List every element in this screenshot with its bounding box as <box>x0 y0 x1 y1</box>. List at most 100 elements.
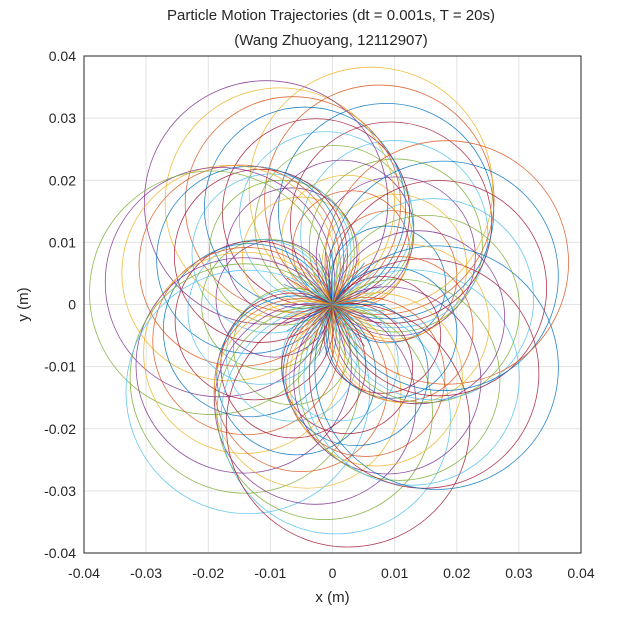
trajectory-line <box>281 303 399 422</box>
trajectory-line <box>162 243 337 418</box>
trajectory-spoke <box>332 252 340 305</box>
y-tick-label: -0.04 <box>44 545 76 561</box>
trajectory-spoke <box>332 283 382 305</box>
trajectory-line <box>324 140 569 385</box>
x-tick-label: 0 <box>329 565 337 581</box>
trajectory-spoke <box>300 262 333 305</box>
x-tick-label: 0.04 <box>567 565 594 581</box>
trajectory-spoke <box>281 304 333 319</box>
y-tick-label: -0.02 <box>44 421 76 437</box>
trajectory-line <box>314 245 559 490</box>
chart-title: Particle Motion Trajectories (dt = 0.001… <box>167 7 495 24</box>
trajectory-spoke <box>332 255 354 305</box>
y-tick-label: -0.01 <box>44 359 76 375</box>
y-tick-label: 0 <box>68 297 76 313</box>
x-tick-label: -0.03 <box>130 565 162 581</box>
trajectory-spoke <box>332 304 354 354</box>
x-axis-label: x (m) <box>315 589 349 606</box>
trajectory-line <box>156 165 345 354</box>
x-tick-labels: -0.04 -0.03 -0.02 -0.01 0 0.01 0.02 0.03 0.04 <box>68 565 595 581</box>
x-tick-label: 0.03 <box>505 565 532 581</box>
trajectory-spoke <box>283 283 333 305</box>
trajectory-line <box>208 179 355 326</box>
trajectory-spoke <box>290 304 333 337</box>
trajectory-spoke <box>290 272 333 305</box>
trajectory-spoke <box>318 304 333 356</box>
x-tick-label: 0.01 <box>381 565 408 581</box>
trajectory-spoke <box>332 304 375 337</box>
trajectory-line <box>174 240 335 401</box>
trajectory-line <box>164 87 395 318</box>
y-tick-label: -0.03 <box>44 483 76 499</box>
axes-box <box>83 55 582 554</box>
trajectory-line <box>293 286 482 475</box>
trajectory-line <box>303 269 520 486</box>
trajectory-line <box>300 140 489 329</box>
trajectory-line <box>143 80 389 325</box>
trajectory-spoke <box>332 304 384 319</box>
trajectory-spoke <box>318 253 333 305</box>
trajectory-spoke <box>332 304 385 312</box>
trajectory-spoke <box>332 304 340 357</box>
trajectory-spoke <box>332 290 384 305</box>
trajectory-line <box>129 263 360 494</box>
trajectory-line <box>143 251 346 454</box>
trajectory-spoke <box>332 304 365 347</box>
trajectory-spoke <box>305 304 333 351</box>
x-tick-label: -0.04 <box>68 565 100 581</box>
trajectory-line <box>331 230 506 405</box>
trajectory-line <box>325 266 458 399</box>
trajectory-line <box>330 180 548 397</box>
y-tick-labels: -0.04 -0.03 -0.02 -0.01 0 0.01 0.02 0.03 0.04 <box>44 48 76 561</box>
trajectory-spoke <box>311 255 333 305</box>
trajectory-spoke <box>286 277 333 305</box>
trajectory-line <box>241 196 360 315</box>
x-tick-label: 0.02 <box>443 565 470 581</box>
trajectory-spoke <box>280 304 333 312</box>
trajectory-spoke <box>280 297 333 305</box>
trajectory-spoke <box>294 266 333 305</box>
trajectory-line <box>225 289 358 422</box>
trajectory-line <box>264 84 495 315</box>
trajectory-spoke <box>311 304 333 354</box>
trajectory-spoke <box>305 258 333 305</box>
y-tick-label: 0.02 <box>49 172 76 188</box>
trajectory-line <box>138 164 341 367</box>
trajectory-spoke <box>325 252 333 305</box>
trajectory-spoke <box>286 304 333 332</box>
trajectory-line <box>315 176 476 337</box>
trajectory-spoke <box>332 304 379 332</box>
trajectory-spoke <box>332 304 347 356</box>
trajectory-spoke <box>332 304 382 326</box>
trajectory-line <box>285 297 446 457</box>
y-axis-label: y (m) <box>15 287 32 321</box>
trajectory-line <box>309 258 540 489</box>
trajectory-spoke <box>332 272 375 305</box>
trajectory-spoke <box>300 304 333 347</box>
trajectory-line <box>308 158 483 333</box>
trajectory-spoke <box>294 304 333 343</box>
trajectory-line <box>203 106 407 309</box>
x-tick-label: -0.01 <box>254 565 286 581</box>
trajectory-spoke <box>332 304 371 343</box>
trajectory-line <box>121 164 338 382</box>
trajectory-spoke <box>332 262 365 305</box>
trajectory-line <box>282 300 429 447</box>
x-tick-label: -0.02 <box>192 565 224 581</box>
trajectory-spoke <box>283 304 333 326</box>
trajectory-spoke <box>332 277 379 305</box>
trajectory-line <box>89 170 334 415</box>
trajectory-spoke <box>332 266 371 305</box>
y-tick-label: 0.04 <box>49 48 76 64</box>
trajectory-series <box>89 66 569 548</box>
y-tick-label: 0.03 <box>49 110 76 126</box>
trajectory-line <box>173 168 348 343</box>
trajectory-spoke <box>281 290 333 305</box>
y-tick-label: 0.01 <box>49 234 76 250</box>
trajectory-spoke <box>325 304 333 357</box>
trajectory-spoke <box>332 304 360 351</box>
trajectory-spoke <box>332 258 360 305</box>
trajectory-line <box>152 247 341 436</box>
chart-subtitle: (Wang Zhuoyang, 12112907) <box>234 32 427 49</box>
